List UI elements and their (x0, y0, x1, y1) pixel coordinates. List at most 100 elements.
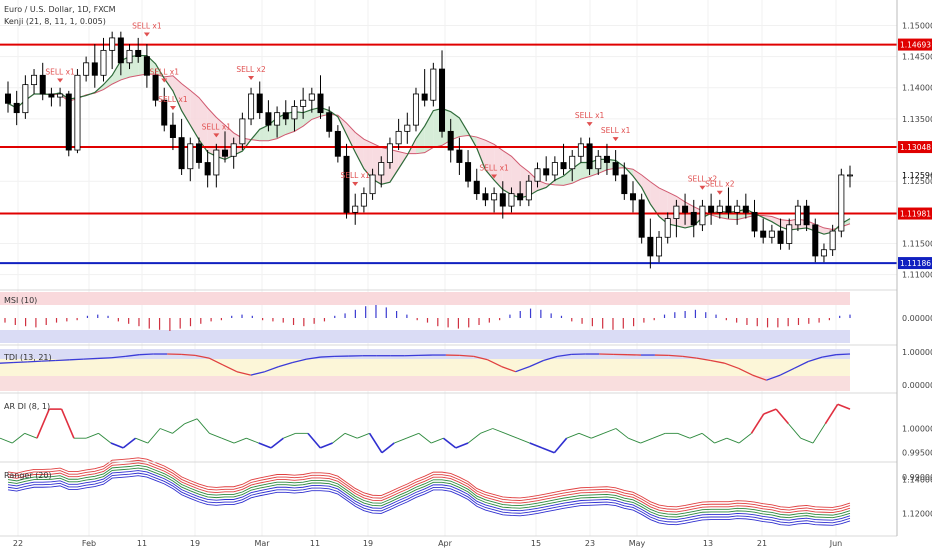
candle-body[interactable] (456, 149, 463, 163)
tdi-pane[interactable]: 1.00000 0.00000 (0, 348, 932, 391)
candle-body[interactable] (195, 143, 202, 163)
candle-body[interactable] (734, 205, 741, 213)
candle-body[interactable] (829, 230, 836, 251)
candle-body[interactable] (612, 162, 619, 176)
candle-body[interactable] (439, 68, 446, 132)
candle-body[interactable] (838, 174, 845, 232)
candle-body[interactable] (412, 93, 419, 126)
candle-body[interactable] (447, 130, 454, 151)
candle-body[interactable] (690, 211, 697, 226)
candle-body[interactable] (343, 155, 350, 213)
candle-body[interactable] (31, 74, 38, 86)
candle-body[interactable] (482, 193, 489, 201)
candle-body[interactable] (638, 199, 645, 238)
candle-body[interactable] (13, 102, 20, 114)
candle-body[interactable] (326, 112, 333, 132)
candle-body[interactable] (664, 218, 671, 238)
candle-body[interactable] (751, 211, 758, 232)
ranger-pane[interactable]: 1.14000 1.12000 (7, 457, 932, 526)
candle-body[interactable] (169, 124, 176, 138)
candle-body[interactable] (760, 230, 767, 238)
candle-body[interactable] (239, 118, 246, 145)
candle-body[interactable] (282, 112, 289, 120)
candle-body[interactable] (22, 84, 29, 114)
candle-body[interactable] (465, 162, 472, 182)
candle-body[interactable] (291, 106, 298, 120)
candle-body[interactable] (91, 62, 98, 76)
candle-body[interactable] (48, 93, 55, 98)
candle-body[interactable] (421, 93, 428, 101)
candle-body[interactable] (595, 155, 602, 170)
ardi-pane[interactable]: 1.00000 0.99500 0.99000 (0, 403, 932, 482)
candle-body[interactable] (378, 162, 385, 176)
candle-body[interactable] (4, 93, 12, 104)
candle-body[interactable] (525, 180, 532, 201)
candle-body[interactable] (803, 205, 810, 226)
candle-body[interactable] (178, 137, 185, 170)
candle-body[interactable] (603, 155, 610, 163)
candle-body[interactable] (491, 193, 498, 201)
candle-body[interactable] (699, 205, 706, 226)
candle-body[interactable] (577, 143, 584, 157)
candle-body[interactable] (786, 224, 793, 244)
candle-body[interactable] (404, 124, 411, 132)
msi-pane[interactable]: 0.00000 (0, 292, 932, 343)
candle-body[interactable] (621, 174, 628, 195)
candle-body[interactable] (708, 205, 715, 213)
candle-body[interactable] (586, 143, 593, 170)
candle-body[interactable] (716, 205, 723, 213)
candle-body[interactable] (777, 230, 784, 244)
candle-body[interactable] (187, 143, 194, 170)
candle-body[interactable] (143, 56, 150, 76)
candle-body[interactable] (647, 236, 654, 257)
candle-body[interactable] (369, 174, 376, 195)
candle-body[interactable] (560, 162, 567, 170)
candle-body[interactable] (100, 49, 107, 76)
candle-body[interactable] (213, 149, 220, 176)
main-price-pane[interactable]: 1.14693 1.13048 1.11981 1.11186 SELL x1 SELL … (0, 21, 932, 270)
candle-body[interactable] (57, 93, 64, 98)
candle-body[interactable] (300, 99, 307, 107)
candle-body[interactable] (360, 193, 367, 207)
candle-body[interactable] (386, 143, 393, 163)
candle-body[interactable] (135, 49, 142, 57)
candle-body[interactable] (794, 205, 801, 226)
candle-body[interactable] (274, 112, 281, 126)
candle-body[interactable] (551, 162, 558, 176)
candle-body[interactable] (317, 93, 324, 114)
candle-body[interactable] (673, 205, 680, 219)
candle-body[interactable] (230, 143, 237, 157)
candle-body[interactable] (499, 193, 506, 207)
candle-body[interactable] (768, 230, 775, 238)
candle-body[interactable] (334, 130, 341, 157)
candle-body[interactable] (395, 130, 402, 145)
candle-body[interactable] (74, 74, 81, 151)
candle-body[interactable] (126, 49, 133, 64)
candle-body[interactable] (152, 74, 159, 101)
candle-body[interactable] (534, 168, 541, 182)
candle-body[interactable] (256, 93, 263, 114)
candle-body[interactable] (846, 174, 854, 177)
candle-body[interactable] (308, 93, 315, 101)
candle-body[interactable] (83, 62, 90, 76)
candle-body[interactable] (682, 205, 689, 213)
candle-body[interactable] (569, 155, 576, 170)
candle-body[interactable] (161, 99, 168, 126)
candle-body[interactable] (508, 193, 515, 207)
candle-body[interactable] (204, 162, 211, 176)
candle-body[interactable] (265, 112, 272, 126)
candle-body[interactable] (543, 168, 550, 176)
candle-body[interactable] (742, 205, 749, 213)
candle-body[interactable] (473, 180, 480, 195)
candle-body[interactable] (629, 193, 636, 201)
candle-body[interactable] (812, 224, 819, 257)
candle-body[interactable] (352, 205, 359, 213)
candle-body[interactable] (820, 249, 827, 257)
candle-body[interactable] (65, 93, 72, 151)
candle-body[interactable] (222, 149, 229, 157)
candle-body[interactable] (656, 236, 663, 257)
candle-body[interactable] (430, 68, 437, 101)
candle-body[interactable] (725, 205, 732, 213)
candle-body[interactable] (39, 74, 46, 95)
candle-body[interactable] (517, 193, 524, 201)
